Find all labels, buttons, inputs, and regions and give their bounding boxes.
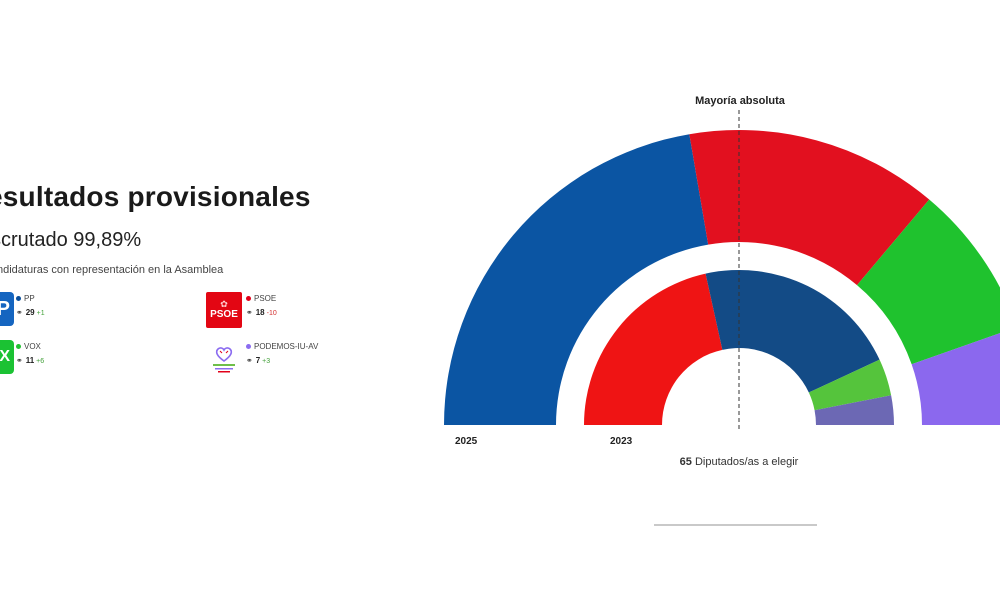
seat-segment-2023-pp[interactable] xyxy=(705,270,880,393)
party-name-vox: VOX xyxy=(16,342,41,351)
candidatures-subtitle: ndidaturas con representación en la Asam… xyxy=(0,264,224,276)
podemos-name-label: PODEMOS-IU-AV xyxy=(254,342,319,351)
vox-seat-change: +6 xyxy=(36,358,45,365)
party-seats-pp: ⚭ 29 +1 xyxy=(16,308,45,317)
page-title: esultados provisionales xyxy=(0,181,311,212)
podemos-seats-value: 7 xyxy=(255,356,261,365)
heart-icon xyxy=(213,347,235,373)
pp-logo: P xyxy=(0,292,14,326)
parliament-rings xyxy=(444,129,1000,425)
podemos-color-dot xyxy=(246,344,251,350)
seat-segment-2025-podemos-iu-av[interactable] xyxy=(911,327,1000,425)
pp-color-dot xyxy=(16,296,21,302)
seat-segment-2025-psoe[interactable] xyxy=(689,129,930,286)
party-seats-podemos: ⚭ 7 +3 xyxy=(246,356,270,365)
majority-label: Mayoría absoluta xyxy=(695,95,786,107)
person-icon: ⚭ xyxy=(246,308,253,317)
pp-seats-value: 29 xyxy=(25,308,35,317)
party-seats-vox: ⚭ 11 +6 xyxy=(16,356,44,365)
person-icon: ⚭ xyxy=(16,356,23,365)
pp-seat-change: +1 xyxy=(36,310,45,317)
seat-segment-2023-psoe[interactable] xyxy=(584,273,723,425)
person-icon: ⚭ xyxy=(16,308,23,317)
party-card-psoe[interactable]: ✿ PSOE PSOE ⚭ 18 -10 xyxy=(206,292,346,332)
seat-segment-2025-vox[interactable] xyxy=(857,199,1000,365)
vox-seats-value: 11 xyxy=(25,356,35,365)
party-card-pp[interactable]: P PP ⚭ 29 +1 xyxy=(0,292,100,332)
scrutiny-percentage: scrutado 99,89% xyxy=(0,229,142,251)
seats-footer: 65 Diputados/as a elegir xyxy=(680,456,799,468)
pp-name-label: PP xyxy=(24,294,35,303)
seats-footer-text: Diputados/as a elegir xyxy=(692,456,799,468)
rose-icon: ✿ xyxy=(220,299,228,309)
seat-segment-2023-vox[interactable] xyxy=(808,359,892,411)
party-seats-psoe: ⚭ 18 -10 xyxy=(246,308,277,317)
party-card-podemos[interactable]: PODEMOS-IU-AV ⚭ 7 +3 xyxy=(206,340,366,380)
psoe-seats-value: 18 xyxy=(255,308,265,317)
party-name-psoe: PSOE xyxy=(246,294,276,303)
ring-label-2025: 2025 xyxy=(455,436,478,447)
vox-color-dot xyxy=(16,344,21,350)
seats-footer-total: 65 xyxy=(680,456,692,468)
party-card-vox[interactable]: X VOX ⚭ 11 +6 xyxy=(0,340,100,380)
pp-logo-text: P xyxy=(0,297,10,320)
ring-label-2023: 2023 xyxy=(610,436,633,447)
psoe-logo-text: PSOE xyxy=(210,309,238,320)
vox-logo-text: X xyxy=(0,348,10,365)
vox-logo: X xyxy=(0,340,14,374)
psoe-name-label: PSOE xyxy=(254,294,277,303)
seat-segment-2023-podemos-iu-av[interactable] xyxy=(814,395,894,425)
psoe-logo: ✿ PSOE xyxy=(206,292,242,328)
seat-segment-2025-pp[interactable] xyxy=(444,134,709,425)
podemos-logo xyxy=(206,340,242,376)
party-name-pp: PP xyxy=(16,294,35,303)
bottom-divider xyxy=(654,524,817,526)
person-icon: ⚭ xyxy=(246,356,253,365)
psoe-seat-change: -10 xyxy=(266,310,277,317)
psoe-color-dot xyxy=(246,296,251,302)
podemos-seat-change: +3 xyxy=(262,358,271,365)
vox-name-label: VOX xyxy=(24,342,41,351)
party-name-podemos: PODEMOS-IU-AV xyxy=(246,342,318,351)
